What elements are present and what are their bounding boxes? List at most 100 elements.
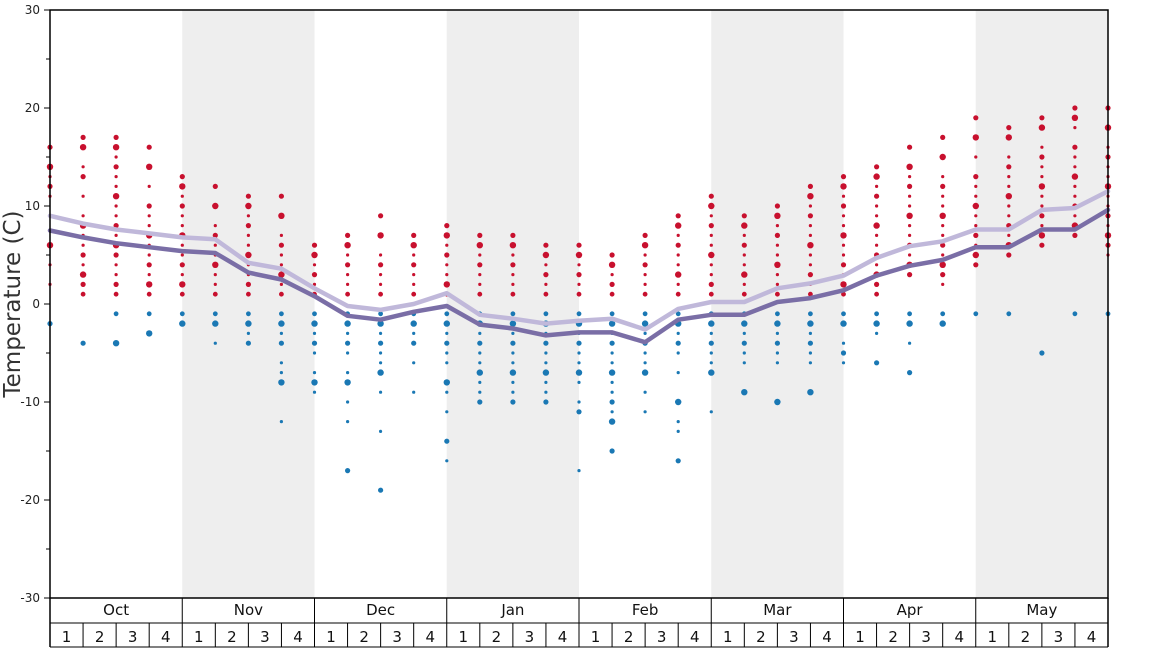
- y-tick-label: 0: [32, 297, 40, 311]
- warm-dot: [114, 204, 118, 208]
- cold-dot: [444, 438, 450, 444]
- cold-dot: [377, 369, 384, 376]
- cold-dot: [445, 361, 449, 365]
- warm-dot: [212, 261, 219, 268]
- cold-dot: [973, 311, 979, 317]
- cold-dot: [511, 331, 515, 335]
- cold-dot: [212, 320, 219, 327]
- cold-dot: [476, 369, 483, 376]
- warm-dot: [412, 253, 416, 257]
- warm-dot: [1073, 126, 1077, 130]
- warm-dot: [245, 193, 251, 199]
- warm-dot: [840, 262, 847, 268]
- series-line-dark: [47, 207, 1111, 345]
- cold-dot: [245, 340, 251, 346]
- warm-dot: [708, 202, 715, 210]
- warm-dot: [675, 291, 681, 297]
- warm-dot: [841, 253, 846, 257]
- cold-dot: [511, 361, 515, 365]
- warm-dot: [974, 224, 978, 228]
- warm-dot: [709, 233, 713, 237]
- cold-dot: [577, 380, 581, 384]
- cold-dot: [379, 361, 383, 365]
- warm-dot: [80, 174, 86, 180]
- warm-dot: [1006, 125, 1012, 131]
- warm-dot: [542, 251, 550, 259]
- cold-dot: [346, 331, 350, 335]
- warm-dot: [974, 194, 978, 198]
- warm-dot: [146, 203, 152, 209]
- cold-dot: [708, 340, 714, 346]
- cold-dot: [610, 351, 614, 355]
- warm-dot: [708, 281, 714, 287]
- cold-dot: [445, 331, 449, 335]
- warm-dot: [908, 194, 912, 198]
- y-axis: -30 -20 -10 0 10 20 30: [20, 3, 50, 605]
- month-shading: [182, 10, 1108, 598]
- cold-dot: [675, 340, 681, 346]
- week-label: 2: [359, 628, 369, 646]
- warm-dot: [576, 272, 582, 278]
- week-label: 4: [558, 628, 568, 646]
- week-label: 1: [326, 628, 336, 646]
- warm-dot: [246, 243, 250, 247]
- warm-dot: [113, 223, 119, 229]
- week-label: 2: [888, 628, 898, 646]
- cold-dot: [608, 320, 616, 327]
- warm-dot: [478, 273, 482, 277]
- warm-dot: [610, 273, 614, 277]
- cold-dot: [412, 361, 416, 365]
- week-label: 1: [855, 628, 865, 646]
- cold-dot: [379, 331, 383, 335]
- warm-dot: [79, 271, 87, 278]
- cold-dot: [676, 331, 680, 335]
- warm-dot: [841, 224, 846, 228]
- warm-dot: [1072, 232, 1078, 238]
- warm-dot: [411, 232, 417, 238]
- warm-dot: [742, 282, 746, 286]
- warm-dot: [708, 251, 715, 259]
- warm-dot: [1038, 124, 1046, 131]
- warm-dot: [179, 174, 185, 180]
- cold-dot: [676, 371, 680, 375]
- cold-dot: [478, 331, 482, 335]
- cold-dot: [642, 311, 648, 317]
- warm-dot: [709, 243, 713, 247]
- warm-dot: [543, 291, 549, 297]
- warm-dot: [311, 272, 318, 278]
- warm-dot: [874, 291, 879, 297]
- month-label: Oct: [103, 601, 129, 619]
- cold-dot: [610, 380, 614, 384]
- warm-dot: [443, 232, 450, 239]
- warm-dot: [774, 232, 781, 238]
- warm-dot: [113, 134, 119, 140]
- cold-dot: [311, 340, 318, 346]
- warm-dot: [874, 164, 880, 170]
- warm-dot: [841, 291, 846, 297]
- warm-dot: [147, 184, 151, 188]
- cold-dot: [576, 409, 582, 415]
- cold-dot: [609, 340, 615, 346]
- week-label: 2: [756, 628, 766, 646]
- cold-dot: [279, 420, 283, 424]
- warm-dot: [774, 203, 781, 209]
- warm-dot: [146, 144, 152, 150]
- cold-dot: [212, 311, 218, 317]
- cold-dot: [676, 420, 680, 424]
- warm-dot: [774, 261, 781, 268]
- cold-dot: [478, 380, 482, 384]
- warm-dot: [180, 253, 184, 257]
- cold-dot: [511, 390, 515, 394]
- week-label: 4: [1087, 628, 1097, 646]
- cold-dot: [742, 361, 746, 365]
- cold-dot: [643, 390, 647, 394]
- cold-dot: [312, 390, 317, 394]
- warm-dot: [113, 252, 119, 258]
- cold-dot: [444, 340, 450, 346]
- warm-dot: [742, 253, 746, 257]
- warm-dot: [245, 202, 252, 210]
- warm-dot: [81, 243, 85, 247]
- warm-dot: [278, 212, 285, 219]
- warm-dot: [840, 281, 847, 288]
